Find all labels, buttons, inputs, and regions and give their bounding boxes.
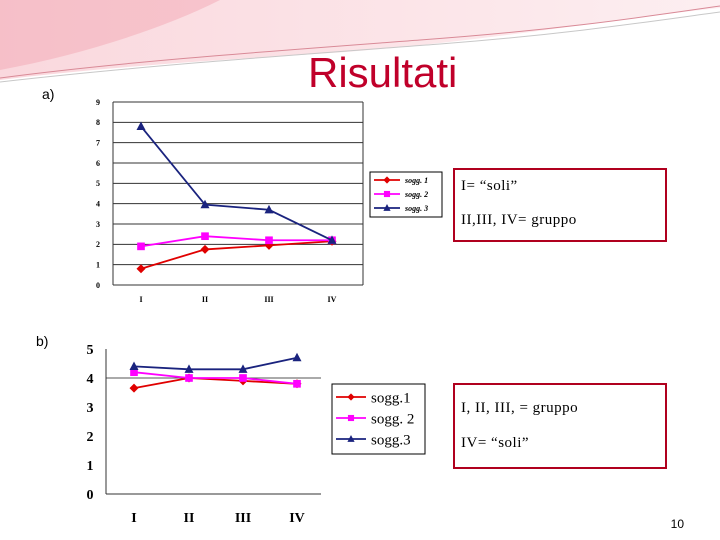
page-number: 10	[670, 517, 684, 531]
legend-swatch-marker	[347, 393, 355, 401]
y-tick-label: 9	[96, 98, 100, 107]
y-tick-label: 3	[96, 220, 100, 229]
series-line-3	[140, 125, 333, 242]
data-point-2	[185, 374, 193, 382]
annotation-box-a: I= “soli” II,III, IV= gruppo	[453, 168, 667, 242]
y-tick-label: 5	[87, 343, 94, 358]
series-line-3	[133, 356, 298, 371]
x-tick-label: IV	[328, 295, 337, 304]
y-tick-label: 7	[96, 138, 100, 147]
series-line-1	[140, 240, 333, 270]
header-decoration	[0, 0, 720, 83]
x-tick-label: I	[131, 511, 136, 526]
data-point-1	[200, 244, 210, 254]
series-line-2	[140, 235, 332, 248]
legend-box	[331, 383, 426, 455]
legend-label: sogg.3	[371, 432, 411, 448]
legend-label: sogg. 2	[404, 190, 428, 199]
x-tick-label: I	[139, 295, 142, 304]
data-point-2	[265, 236, 273, 245]
y-tick-label: 8	[96, 118, 100, 127]
series-line-2	[133, 371, 298, 385]
legend-swatch-marker	[383, 204, 391, 211]
data-point-1	[136, 264, 146, 274]
annotation-a-line-2: II,III, IV= gruppo	[461, 212, 577, 228]
y-tick-label: 6	[96, 159, 100, 168]
annotation-b-line-2: IV= “soli”	[461, 435, 530, 451]
legend-label: sogg.1	[371, 390, 411, 406]
x-tick-label: III	[235, 511, 251, 526]
legend-label: sogg. 1	[404, 176, 428, 185]
y-tick-label: 0	[87, 488, 94, 503]
data-point-2	[137, 242, 145, 251]
data-point-3	[264, 204, 274, 214]
slide-title: Risultati	[308, 49, 458, 96]
y-tick-label: 2	[87, 430, 94, 445]
x-tick-label: II	[184, 511, 195, 526]
y-tick-label: 5	[96, 179, 100, 188]
y-tick-label: 4	[96, 199, 100, 208]
data-point-1	[129, 383, 139, 393]
x-tick-label: III	[264, 295, 273, 304]
legend-swatch-marker	[383, 190, 391, 198]
y-tick-label: 1	[87, 459, 94, 474]
data-point-3	[200, 199, 210, 209]
y-tick-label: 4	[87, 372, 94, 387]
series-line-1	[133, 377, 298, 390]
legend-swatch-marker	[347, 414, 355, 422]
data-point-2	[130, 368, 138, 377]
y-tick-label: 0	[96, 281, 100, 290]
annotation-box-b: I, II, III, = gruppo IV= “soli”	[453, 383, 667, 469]
y-tick-label: 3	[87, 401, 94, 416]
annotation-b-line-1: I, II, III, = gruppo	[461, 400, 579, 416]
data-point-3	[129, 361, 139, 370]
x-tick-label: II	[202, 295, 208, 304]
legend-swatch-marker	[347, 435, 355, 442]
legend-swatch-marker	[383, 176, 391, 184]
y-tick-label: 1	[96, 260, 100, 269]
part-label-b: b)	[36, 333, 49, 349]
data-point-3	[327, 235, 337, 244]
data-point-2	[239, 374, 247, 382]
x-tick-label: IV	[289, 511, 305, 526]
data-point-3	[238, 364, 248, 373]
data-point-3	[184, 364, 194, 373]
annotation-a-line-1: I= “soli”	[461, 178, 518, 194]
data-point-3	[136, 121, 146, 130]
legend-label: sogg. 2	[371, 411, 414, 427]
data-point-2	[201, 232, 209, 241]
data-point-3	[292, 352, 302, 362]
data-point-2	[293, 379, 301, 388]
y-tick-label: 2	[96, 240, 100, 249]
legend-label: sogg. 3	[404, 204, 428, 213]
part-label-a: a)	[42, 86, 55, 102]
